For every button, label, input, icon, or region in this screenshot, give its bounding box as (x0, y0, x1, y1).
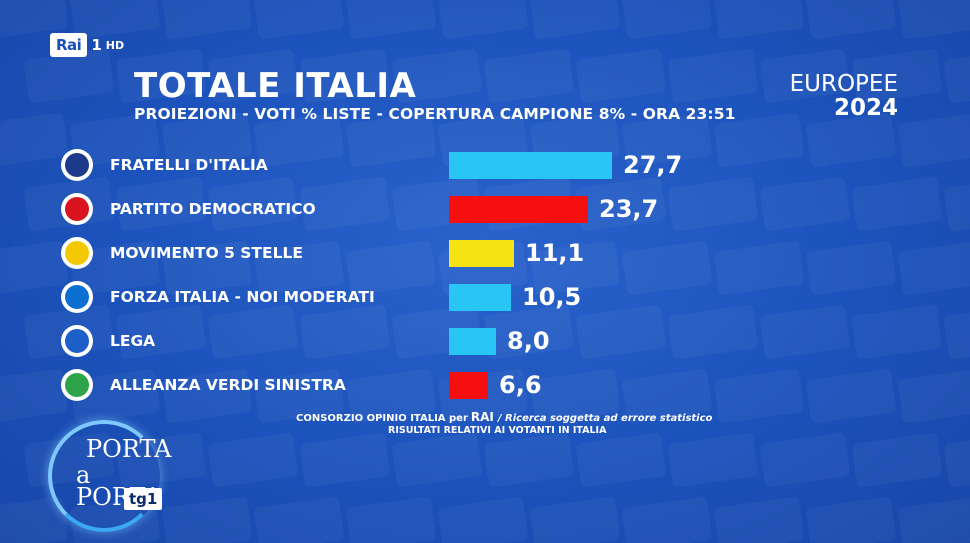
party-logo-mark (65, 329, 89, 353)
party-logo-icon (61, 237, 93, 269)
show-logo-ring (48, 420, 160, 532)
channel-logo: Rai 1 HD (50, 30, 124, 60)
chart-row: PARTITO DEMOCRATICO 23,7 (0, 187, 970, 231)
bar (449, 284, 511, 311)
party-label: FORZA ITALIA - NOI MODERATI (110, 288, 375, 306)
bar (449, 240, 514, 267)
party-logo-mark (65, 373, 89, 397)
source-line-2: RISULTATI RELATIVI AI VOTANTI IN ITALIA (388, 425, 607, 436)
chart-row: ALLEANZA VERDI SINISTRA 6,6 (0, 363, 970, 407)
party-label: ALLEANZA VERDI SINISTRA (110, 376, 346, 394)
party-label: FRATELLI D'ITALIA (110, 156, 268, 174)
page-subtitle: PROIEZIONI - VOTI % LISTE - COPERTURA CA… (134, 105, 736, 123)
bar (449, 152, 612, 179)
event-name: EUROPEE (789, 71, 898, 97)
page-title: TOTALE ITALIA (134, 66, 417, 106)
party-logo-mark (65, 153, 89, 177)
bar (449, 328, 496, 355)
channel-number: 1 (91, 36, 102, 54)
data-label: 6,6 (499, 371, 542, 399)
bar (449, 372, 488, 399)
data-label: 10,5 (522, 283, 582, 311)
event-year: 2024 (833, 95, 898, 121)
party-label: LEGA (110, 332, 156, 350)
bar (449, 196, 588, 223)
tg1-badge: tg1 (124, 488, 163, 510)
chart-row: FRATELLI D'ITALIA 27,7 (0, 143, 970, 187)
source-brand: RAI (470, 410, 494, 424)
party-label: MOVIMENTO 5 STELLE (110, 244, 303, 262)
chart-row: MOVIMENTO 5 STELLE 11,1 (0, 231, 970, 275)
source-note: / Ricerca soggetta ad errore statistico (497, 413, 713, 424)
party-logo-icon (61, 325, 93, 357)
data-label: 27,7 (623, 151, 683, 179)
party-logo-mark (65, 241, 89, 265)
party-logo-icon (61, 369, 93, 401)
party-logo-icon (61, 281, 93, 313)
event-brand: EUROPEE 2024 (790, 72, 898, 120)
data-label: 8,0 (507, 327, 550, 355)
party-logo-icon (61, 149, 93, 181)
channel-hd: HD (105, 38, 125, 52)
party-label: PARTITO DEMOCRATICO (110, 200, 316, 218)
source-line: CONSORZIO OPINIO ITALIA per RAI / Ricerca … (296, 411, 712, 425)
show-title-1: PORTA (86, 435, 172, 463)
chart-row: FORZA ITALIA - NOI MODERATI 10,5 (0, 275, 970, 319)
chart-row: LEGA 8,0 (0, 319, 970, 363)
party-logo-icon (61, 193, 93, 225)
show-logo: PORTA a PORTA tg1 (46, 418, 176, 532)
channel-name: Rai (50, 33, 88, 57)
party-logo-mark (65, 197, 89, 221)
source-text: CONSORZIO OPINIO ITALIA per (296, 413, 468, 424)
party-logo-mark (65, 285, 89, 309)
data-label: 11,1 (525, 239, 585, 267)
data-label: 23,7 (599, 195, 659, 223)
